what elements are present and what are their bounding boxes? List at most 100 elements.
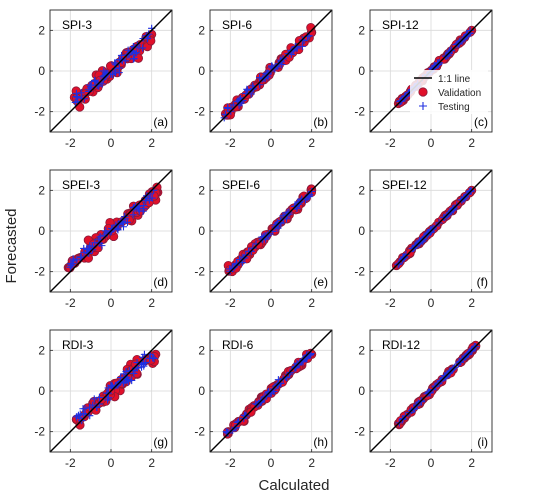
panel-5: -2 -2 0 0 2 2 SPEI-6 (e) (194, 169, 333, 310)
y-tick-label: 0 (198, 64, 205, 78)
x-tick-label: 0 (428, 296, 435, 310)
one-to-one-line (209, 9, 333, 133)
y-tick-label: 2 (358, 183, 365, 197)
testing-point (95, 393, 104, 402)
testing-point (80, 248, 88, 256)
testing-point (67, 261, 75, 270)
y-tick-label: 2 (38, 343, 45, 357)
panel-tag: (c) (474, 115, 488, 129)
y-tick-label: 0 (198, 224, 205, 238)
x-tick-label: 0 (268, 456, 275, 470)
panel-title: SPI-6 (222, 18, 252, 32)
panel-8: -2 -2 0 0 2 2 RDI-6 (h) (194, 329, 333, 470)
y-tick-label: -2 (194, 425, 205, 439)
one-to-one-line (369, 169, 493, 293)
testing-point (111, 381, 119, 390)
y-tick-label: 0 (358, 64, 365, 78)
testing-point (86, 242, 94, 250)
testing-point (91, 239, 99, 247)
panel-title: RDI-12 (382, 338, 420, 352)
x-tick-label: 0 (428, 456, 435, 470)
x-tick-label: -2 (385, 296, 396, 310)
panel-tag: (b) (313, 115, 328, 129)
testing-point (87, 81, 95, 89)
plot-frame (49, 9, 173, 133)
testing-point (102, 227, 110, 235)
x-tick-label: -2 (385, 456, 396, 470)
testing-point (130, 369, 138, 377)
testing-point (295, 360, 303, 368)
testing-point (73, 256, 81, 264)
x-tick-label: -2 (225, 296, 236, 310)
x-tick-label: 2 (308, 456, 315, 470)
plot-frame (209, 329, 333, 453)
panel-2: -2 -2 0 0 2 2 SPI-6 (b) (194, 9, 333, 150)
testing-point (102, 69, 110, 77)
testing-point (224, 429, 232, 437)
panel-1: -2 -2 0 0 2 2 SPI-3 (a) (34, 9, 173, 150)
x-tick-label: 0 (268, 136, 275, 150)
plot-frame (369, 9, 493, 133)
x-tick-label: 0 (108, 456, 115, 470)
x-tick-label: -2 (385, 136, 396, 150)
testing-point (96, 233, 104, 241)
x-tick-label: -2 (65, 296, 76, 310)
x-tick-label: -2 (225, 136, 236, 150)
legend-label-testing: Testing (438, 102, 470, 113)
testing-point (123, 375, 131, 383)
testing-point (66, 263, 74, 271)
plot-frame (209, 169, 333, 293)
testing-point (85, 403, 94, 411)
testing-point (268, 62, 276, 70)
testing-point (111, 59, 119, 67)
panel-3: -2 -2 0 0 2 2 SPI-12 (c) 1:1 line Validation Testi… (354, 9, 493, 150)
testing-point (84, 245, 92, 253)
testing-point (98, 242, 106, 250)
x-tick-label: 2 (148, 456, 155, 470)
testing-point (90, 76, 99, 85)
testing-point (148, 194, 156, 202)
plot-frame (49, 329, 173, 453)
panel-tag: (e) (313, 275, 328, 289)
testing-point (424, 229, 432, 237)
panel-title: SPEI-12 (382, 178, 427, 192)
testing-point (72, 93, 80, 101)
validation-point (246, 407, 256, 417)
x-tick-label: -2 (65, 136, 76, 150)
y-tick-label: 0 (38, 64, 45, 78)
one-to-one-line (49, 9, 173, 133)
testing-point (128, 376, 136, 385)
testing-point (90, 395, 98, 403)
legend-testing-swatch (419, 102, 427, 110)
testing-point (122, 367, 130, 376)
y-tick-label: 0 (38, 384, 45, 398)
testing-point (274, 224, 282, 232)
y-tick-label: -2 (194, 105, 205, 119)
legend-label-line: 1:1 line (438, 74, 471, 85)
x-tick-label: -2 (65, 456, 76, 470)
panel-tag: (a) (153, 115, 168, 129)
y-tick-label: 2 (198, 23, 205, 37)
testing-point (466, 29, 474, 38)
testing-point (119, 223, 128, 231)
y-tick-label: -2 (34, 265, 45, 279)
testing-point (307, 187, 316, 196)
y-tick-label: -2 (34, 105, 45, 119)
y-tick-label: -2 (354, 265, 365, 279)
testing-point (224, 103, 232, 112)
testing-point (118, 57, 126, 65)
validation-point (75, 102, 85, 112)
x-tick-label: 2 (148, 296, 155, 310)
panel-tag: (i) (477, 435, 488, 449)
one-to-one-line (369, 329, 493, 453)
one-to-one-line (49, 329, 173, 453)
testing-point (150, 354, 158, 363)
testing-point (243, 85, 251, 93)
y-tick-label: -2 (34, 425, 45, 439)
legend-validation-swatch (418, 87, 428, 97)
x-tick-label: -2 (225, 456, 236, 470)
testing-point (143, 34, 151, 43)
x-tick-label: 0 (428, 136, 435, 150)
testing-point (423, 230, 431, 238)
